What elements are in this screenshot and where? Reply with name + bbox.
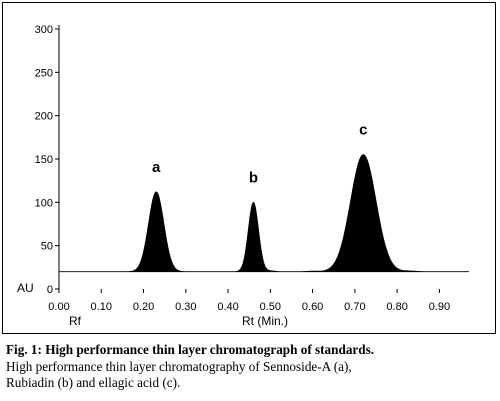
- y-tick-label: 300: [35, 24, 53, 36]
- x-tick-label: 0.30: [175, 301, 196, 313]
- x-tick-label: 0.90: [429, 301, 450, 313]
- peak-label-a: a: [152, 159, 161, 176]
- caption-line-1: Fig. 1: High performance thin layer chro…: [6, 342, 494, 359]
- x-axis-label: Rt (Min.): [242, 314, 288, 328]
- x-tick-label: 0.70: [344, 301, 365, 313]
- caption-line-3: Rubiadin (b) and ellagic acid (c).: [6, 375, 181, 390]
- x-tick-label: 0.00: [48, 301, 69, 313]
- x-tick-label: 0.20: [133, 301, 154, 313]
- x-tick-label: 0.10: [91, 301, 112, 313]
- y-tick-label: 150: [35, 154, 53, 166]
- x-tick-label: 0.80: [386, 301, 407, 313]
- caption-line-2: High performance thin layer chromatograp…: [6, 358, 352, 374]
- x-tick-label: 0.50: [260, 301, 281, 313]
- chromatogram-trace: [59, 154, 469, 273]
- y-axis-label: AU: [17, 281, 34, 295]
- chromatogram-chart: 0 50 100 150 200 250 300 0.00 0.10 0.20 0.30 0.40 0.…: [17, 24, 469, 328]
- caption-title: High performance thin layer chromatograp…: [41, 342, 375, 357]
- y-tick-label: 250: [35, 67, 53, 79]
- caption-figure-number: Fig. 1:: [6, 342, 42, 357]
- peak-label-c: c: [359, 122, 367, 139]
- x-tick-label: 0.60: [302, 301, 323, 313]
- figure-caption: Fig. 1: High performance thin layer chro…: [6, 342, 494, 392]
- x-tick-label: 0.40: [217, 301, 238, 313]
- y-tick-label: 100: [35, 197, 53, 209]
- y-tick-label: 50: [41, 241, 53, 253]
- y-tick-label: 200: [35, 111, 53, 123]
- x-start-label: Rf: [69, 314, 82, 328]
- y-tick-label: 0: [47, 284, 53, 296]
- chart-frame: 0 50 100 150 200 250 300 0.00 0.10 0.20 0.30 0.40 0.…: [2, 2, 496, 334]
- peak-label-b: b: [249, 169, 258, 186]
